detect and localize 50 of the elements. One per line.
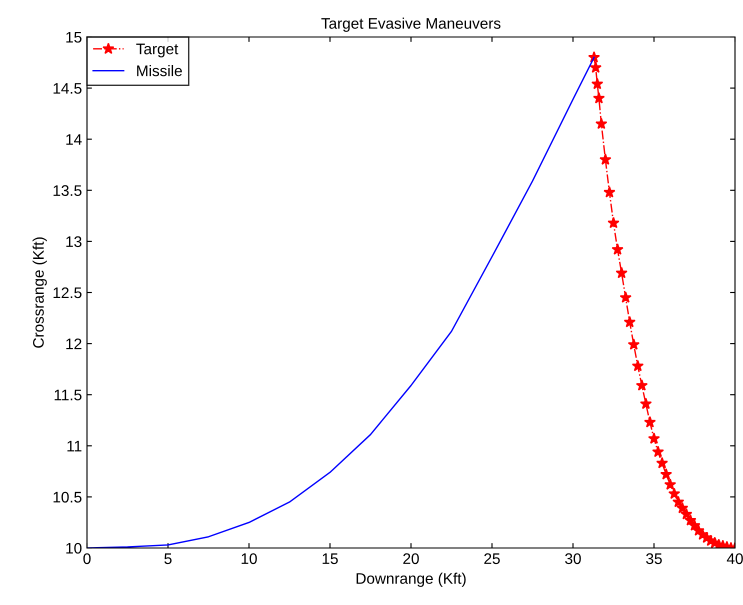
- y-tick-label: 14: [66, 134, 82, 145]
- legend-label: Missile: [137, 64, 182, 76]
- point: [612, 243, 624, 255]
- x-tick-label: 35: [646, 553, 662, 564]
- y-tick-label: 14.5: [54, 83, 82, 94]
- y-tick-label: 10: [66, 542, 82, 554]
- point: [652, 446, 664, 458]
- y-tick-label: 12.5: [54, 287, 82, 298]
- y-tick-label: 12: [66, 338, 82, 350]
- point: [640, 398, 652, 410]
- point: [660, 468, 672, 480]
- point: [676, 502, 688, 514]
- x-tick-label: 10: [242, 553, 257, 564]
- x-tick-label: 30: [565, 553, 581, 564]
- point: [592, 92, 605, 104]
- point: [595, 118, 608, 130]
- point: [608, 216, 620, 228]
- point: [628, 338, 640, 350]
- y-axis-title: Crossrange (Kft): [32, 237, 47, 348]
- point: [664, 478, 676, 490]
- point: [624, 316, 636, 328]
- y-tick-label: 11: [67, 440, 82, 452]
- point: [672, 496, 684, 508]
- x-tick-label: 15: [322, 553, 338, 564]
- y-tick-label: 11.5: [54, 390, 82, 400]
- point: [680, 508, 692, 520]
- point: [616, 266, 628, 278]
- x-tick-label: 0: [83, 553, 91, 564]
- x-axis-title: Downrange (Kft): [356, 572, 466, 587]
- y-tick-label: 13.5: [54, 185, 82, 196]
- x-tick-label: 5: [164, 553, 172, 564]
- point: [656, 456, 668, 468]
- y-tick-label: 13: [66, 236, 82, 248]
- point: [591, 78, 604, 90]
- x-tick-label: 20: [403, 553, 419, 564]
- point: [648, 432, 660, 444]
- point: [620, 291, 632, 303]
- x-tick-label: 40: [726, 553, 743, 564]
- y-tick-label: 10.5: [54, 492, 82, 503]
- point: [636, 379, 648, 391]
- point: [603, 186, 616, 198]
- legend-label: Target: [136, 44, 178, 58]
- point: [668, 488, 680, 500]
- chart-title: Target Evasive Maneuvers: [321, 18, 500, 32]
- x-tick-label: 25: [484, 553, 500, 564]
- point: [644, 416, 656, 428]
- y-tick-label: 15: [66, 32, 82, 43]
- point: [599, 153, 612, 165]
- point: [632, 360, 644, 372]
- point: [590, 61, 602, 73]
